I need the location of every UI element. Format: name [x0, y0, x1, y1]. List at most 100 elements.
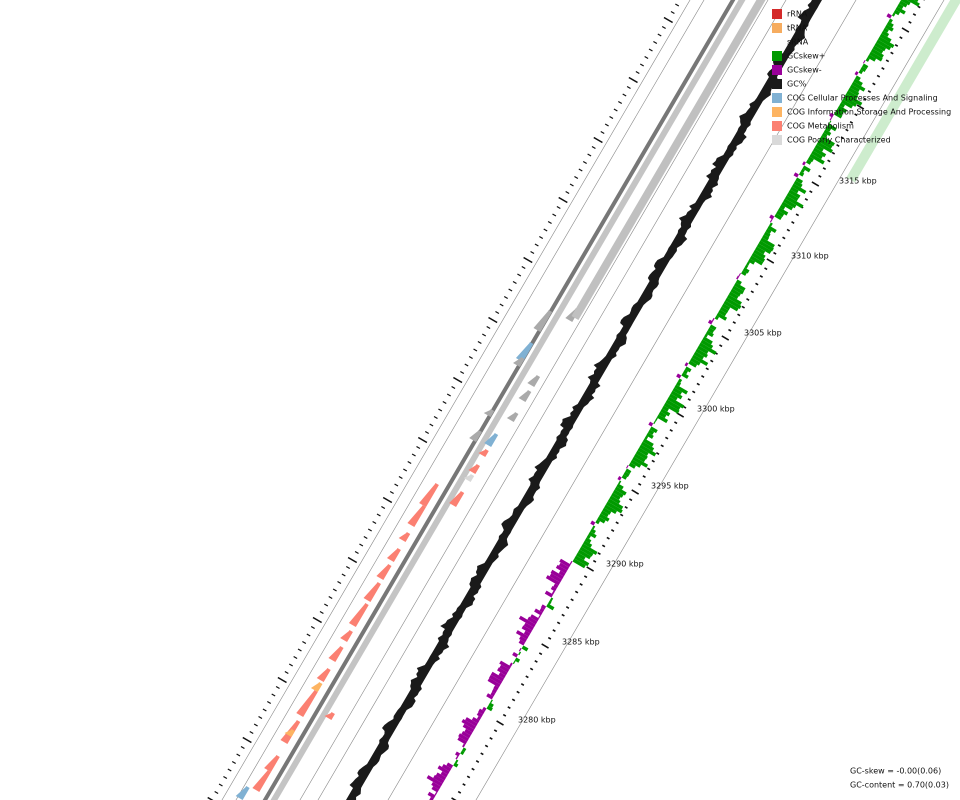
gc-skew [478, 708, 485, 715]
ring-tick [670, 10, 675, 15]
gc-skew [462, 723, 475, 733]
ring-tick [539, 235, 544, 240]
gc-skew [658, 411, 667, 419]
scale-tick [538, 652, 543, 656]
ring-line [235, 0, 705, 800]
gc-skew [458, 733, 469, 742]
ring-tick [591, 145, 596, 150]
gc-skew [577, 549, 592, 560]
gc-skew [755, 246, 766, 255]
gc-skew [453, 762, 459, 768]
gc-skew [872, 45, 884, 54]
gc-skew [482, 706, 487, 712]
gc-skew [534, 608, 543, 616]
scale-tick [624, 505, 628, 509]
gc-skew [544, 590, 554, 598]
gc-skew [705, 330, 714, 338]
scale-tick [592, 559, 597, 563]
gc-skew [546, 603, 555, 611]
gc-skew [670, 390, 683, 400]
gc-skew [549, 597, 554, 602]
gc-skew [633, 453, 646, 463]
gc-skew [518, 651, 522, 656]
scale-tick [601, 544, 606, 548]
ring-tick [271, 693, 276, 697]
scale-tick [750, 290, 754, 294]
scale-tick [777, 244, 782, 248]
gene [527, 375, 541, 388]
gene [264, 755, 280, 773]
gene [324, 712, 335, 721]
ring-tick [626, 85, 631, 90]
ring-tick [433, 415, 438, 420]
scale-tick [773, 251, 777, 255]
ring-tick [582, 160, 587, 165]
legend-label: GCskew+ [787, 52, 825, 61]
gc-skew [614, 486, 627, 496]
ring-tick [312, 616, 322, 624]
scale-tick [610, 529, 615, 532]
gc-skew [709, 324, 717, 331]
scale-tick [811, 181, 820, 187]
gc-skew [581, 543, 598, 555]
gene [348, 603, 369, 628]
gc-skew [490, 671, 505, 682]
gc-skew [471, 716, 480, 724]
ring-tick [486, 325, 491, 330]
ring-tick [236, 753, 241, 757]
scale-tick [696, 382, 700, 386]
scale-tick [660, 444, 664, 448]
scale-tick [547, 636, 552, 640]
gc-skew [440, 771, 448, 778]
gc-skew [823, 129, 832, 137]
gc-skew [681, 372, 689, 379]
gc-skew [862, 63, 869, 70]
ring-tick [508, 288, 513, 292]
scale-tick [732, 321, 736, 325]
ring-tick [411, 453, 416, 457]
scale-tick [908, 20, 912, 24]
ring-tick [328, 595, 333, 600]
gc-skew [862, 59, 866, 64]
ring-tick [574, 175, 579, 180]
gc-skew [665, 399, 681, 411]
gc-skew [461, 731, 471, 739]
gc-skew [597, 516, 606, 524]
gc-skew [802, 161, 806, 166]
scale-tick [676, 412, 685, 418]
gc-skew [879, 33, 892, 43]
scale-tick [721, 335, 730, 341]
gc-skew [809, 153, 825, 165]
scale-tick [631, 489, 640, 495]
ring-tick [218, 783, 223, 787]
gc-skew [848, 87, 860, 97]
gc-skew [784, 195, 804, 209]
gene [469, 430, 482, 443]
ring-tick [639, 63, 645, 67]
scale-label: 3310 kbp [791, 252, 829, 261]
gc-skew [881, 30, 890, 38]
gc-skew [781, 201, 794, 211]
legend-swatch [772, 79, 782, 89]
gc-skew [515, 630, 529, 640]
scale-tick [836, 144, 840, 147]
gc-skew [730, 288, 741, 297]
ring-tick [403, 468, 408, 472]
gc-skew [826, 123, 837, 132]
stat-text: GC-content = 0.70(0.03) [850, 781, 949, 790]
ring-line [299, 0, 769, 800]
gc-skew [758, 240, 774, 252]
scale-tick [741, 305, 745, 309]
ring-tick [499, 303, 504, 307]
gene [376, 564, 392, 581]
gc-skew [490, 699, 493, 704]
gc-skew [598, 513, 610, 522]
gc-skew [744, 264, 749, 269]
gc-skew [877, 36, 895, 49]
scale-tick [885, 59, 890, 63]
gc-skew [900, 0, 911, 6]
gc-skew [649, 426, 658, 434]
ring-tick [609, 115, 614, 120]
gc-skew [607, 498, 624, 510]
gc-skew [514, 657, 521, 663]
